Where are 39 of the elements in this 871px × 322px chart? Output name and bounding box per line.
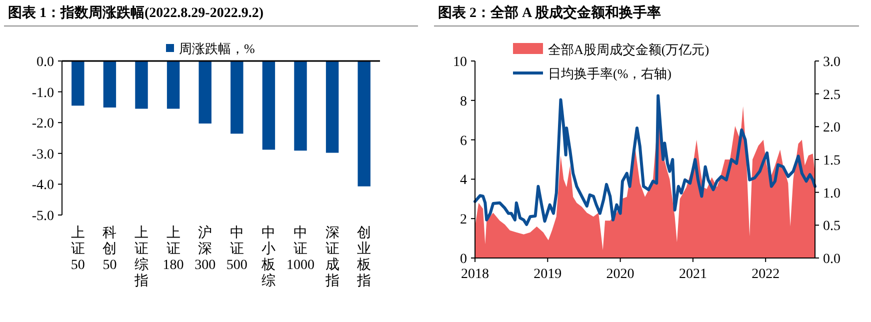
x-tick-label: 上证180 bbox=[162, 225, 184, 273]
y-tick-label: -1.0 bbox=[32, 86, 54, 101]
x-tick-label: 上证50 bbox=[70, 225, 85, 273]
y2-tick-label: 1.5 bbox=[823, 154, 840, 168]
y2-tick-label: 0.5 bbox=[823, 219, 840, 234]
x-tick-label: 2019 bbox=[534, 267, 562, 282]
legend-label: 全部A股周成交金额(万亿元) bbox=[548, 42, 710, 57]
x-tick-label: 科创50 bbox=[102, 225, 117, 273]
y-tick-label: -3.0 bbox=[32, 147, 54, 162]
x-tick-label: 沪深300 bbox=[194, 225, 216, 273]
y2-tick-label: 0.0 bbox=[823, 252, 840, 267]
chart-title: 图表 1：指数周涨跌幅(2022.8.29-2022.9.2) bbox=[8, 5, 264, 21]
y-tick-label: 6 bbox=[460, 134, 467, 149]
y-tick-label: 4 bbox=[460, 173, 467, 188]
y-tick-label: -5.0 bbox=[32, 209, 54, 224]
y-tick-label: 0 bbox=[460, 252, 467, 267]
y-tick-label: -4.0 bbox=[32, 178, 54, 194]
y-tick-label: -2.0 bbox=[32, 116, 54, 132]
x-tick-label: 2022 bbox=[752, 267, 780, 282]
y-tick-label: 2 bbox=[460, 212, 467, 228]
y-tick-label: 8 bbox=[460, 94, 467, 110]
x-tick-label: 中小板综 bbox=[260, 225, 276, 289]
y-tick-label: 10 bbox=[453, 55, 467, 70]
y2-tick-label: 2.5 bbox=[823, 88, 840, 103]
y2-tick-label: 1.0 bbox=[823, 186, 840, 202]
x-tick-label: 深证成指 bbox=[324, 225, 340, 289]
x-tick-label: 上证综指 bbox=[134, 225, 148, 289]
x-tick-label: 2020 bbox=[606, 267, 634, 282]
x-tick-label: 中证500 bbox=[226, 225, 248, 273]
x-tick-label: 中证1000 bbox=[286, 225, 314, 273]
legend-label: 日均换手率(%，右轴) bbox=[548, 66, 672, 81]
y2-tick-label: 3.0 bbox=[823, 55, 840, 70]
legend: 周涨跌幅，% bbox=[166, 41, 255, 56]
y-tick-label: 0.0 bbox=[36, 55, 54, 70]
y2-tick-label: 2.0 bbox=[823, 120, 840, 136]
x-tick-label: 2018 bbox=[461, 267, 489, 282]
chart-title: 图表 2：全部 A 股成交金额和换手率 bbox=[438, 4, 661, 21]
x-tick-label: 创业板指 bbox=[356, 225, 372, 289]
x-tick-label: 2021 bbox=[678, 267, 707, 282]
